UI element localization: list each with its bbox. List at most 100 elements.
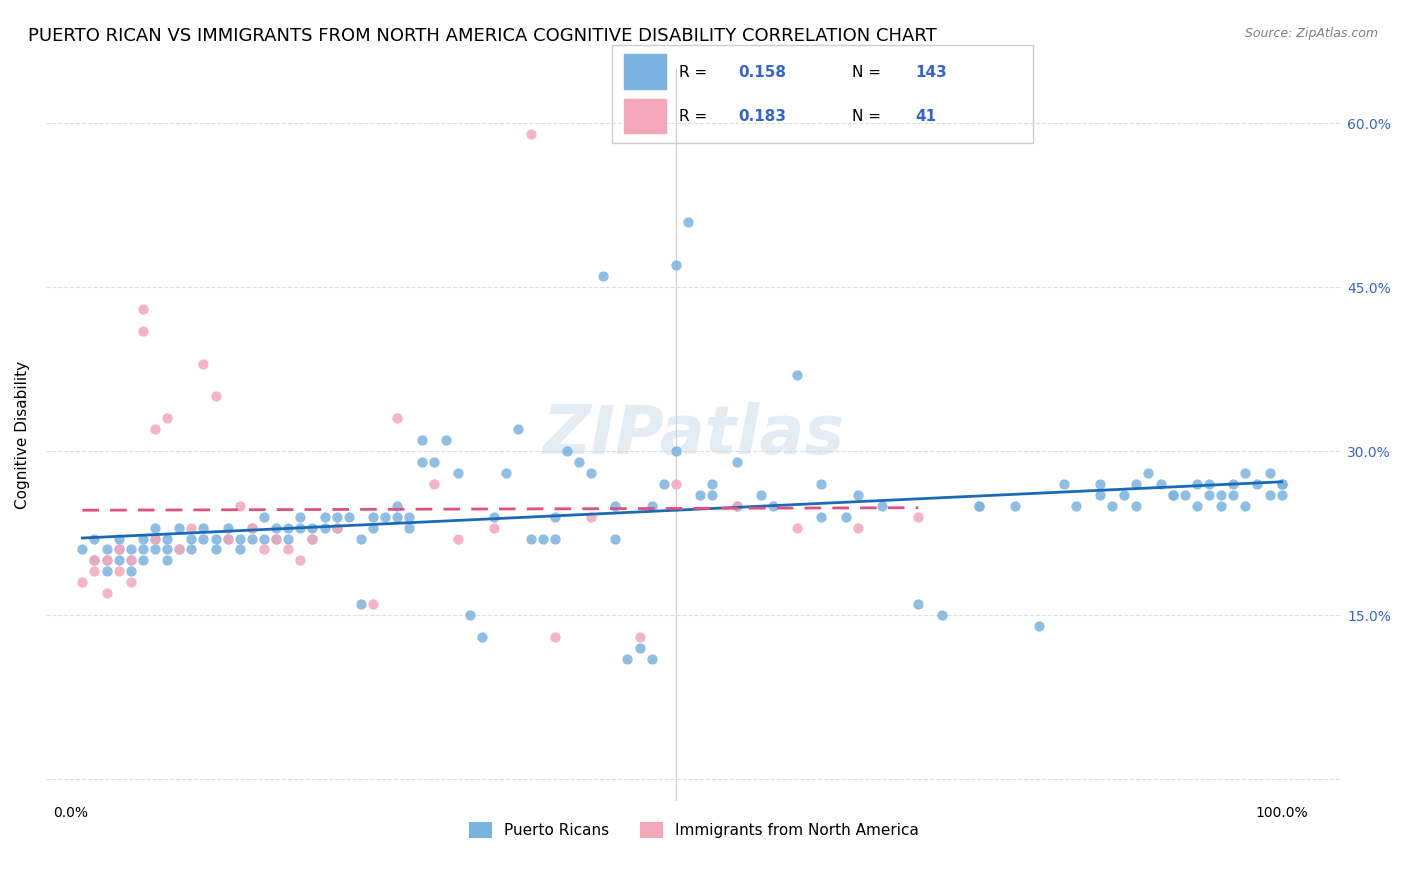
Point [605,532,627,546]
Point [484,520,506,534]
Point [132,532,155,546]
Point [1149,476,1171,491]
Point [132,542,155,557]
Point [519,532,541,546]
Point [1271,476,1294,491]
Point [96,553,118,567]
Point [350,532,373,546]
Point [83,553,105,567]
Point [83,553,105,567]
Point [1161,488,1184,502]
Point [290,509,312,524]
Point [907,597,929,611]
Point [579,466,602,480]
Point [325,509,347,524]
Point [107,542,129,557]
Text: R =: R = [679,109,713,124]
Point [725,455,748,469]
Point [846,520,869,534]
Point [217,532,239,546]
Point [531,532,554,546]
Point [83,532,105,546]
Point [434,433,457,447]
Point [1234,499,1257,513]
Point [301,532,323,546]
Point [314,509,336,524]
Point [107,532,129,546]
Point [361,597,384,611]
Point [264,520,287,534]
Point [361,520,384,534]
Point [931,608,953,623]
Point [725,499,748,513]
Point [484,509,506,524]
Point [193,357,215,371]
Bar [624,54,666,89]
Point [1088,488,1111,502]
Point [180,520,202,534]
Point [398,520,420,534]
Point [167,542,190,557]
Point [264,532,287,546]
Point [555,444,578,458]
Point [387,509,409,524]
Point [217,520,239,534]
Point [628,630,651,644]
Point [132,553,155,567]
Point [1161,488,1184,502]
Point [72,542,94,557]
Point [810,509,832,524]
Point [107,553,129,567]
Point [193,532,215,546]
Point [1234,466,1257,480]
Point [204,542,226,557]
Point [786,368,808,382]
Point [120,553,142,567]
Point [544,532,567,546]
Point [325,520,347,534]
Point [422,455,444,469]
Point [156,532,179,546]
Point [229,499,252,513]
Point [641,652,664,666]
Point [1198,488,1220,502]
Point [120,575,142,590]
Point [83,565,105,579]
Point [132,324,155,338]
Text: R =: R = [679,64,713,79]
Point [96,542,118,557]
Point [1211,488,1233,502]
Text: PUERTO RICAN VS IMMIGRANTS FROM NORTH AMERICA COGNITIVE DISABILITY CORRELATION C: PUERTO RICAN VS IMMIGRANTS FROM NORTH AM… [28,27,936,45]
Point [240,520,263,534]
Point [143,542,166,557]
Point [1174,488,1197,502]
Point [96,553,118,567]
Point [350,597,373,611]
Point [204,389,226,403]
Point [1064,499,1087,513]
Point [143,532,166,546]
Point [508,422,530,436]
Point [301,520,323,534]
Point [870,499,893,513]
Point [702,476,724,491]
Point [786,520,808,534]
Point [253,532,276,546]
Point [387,499,409,513]
Point [1125,499,1147,513]
Point [96,565,118,579]
Point [120,553,142,567]
Point [180,542,202,557]
Point [180,532,202,546]
Point [1052,476,1074,491]
Point [277,542,299,557]
Point [447,532,470,546]
Point [1125,476,1147,491]
Point [749,488,772,502]
Point [156,553,179,567]
Point [1271,488,1294,502]
Point [411,455,433,469]
Text: Source: ZipAtlas.com: Source: ZipAtlas.com [1244,27,1378,40]
Point [277,520,299,534]
Point [568,455,591,469]
